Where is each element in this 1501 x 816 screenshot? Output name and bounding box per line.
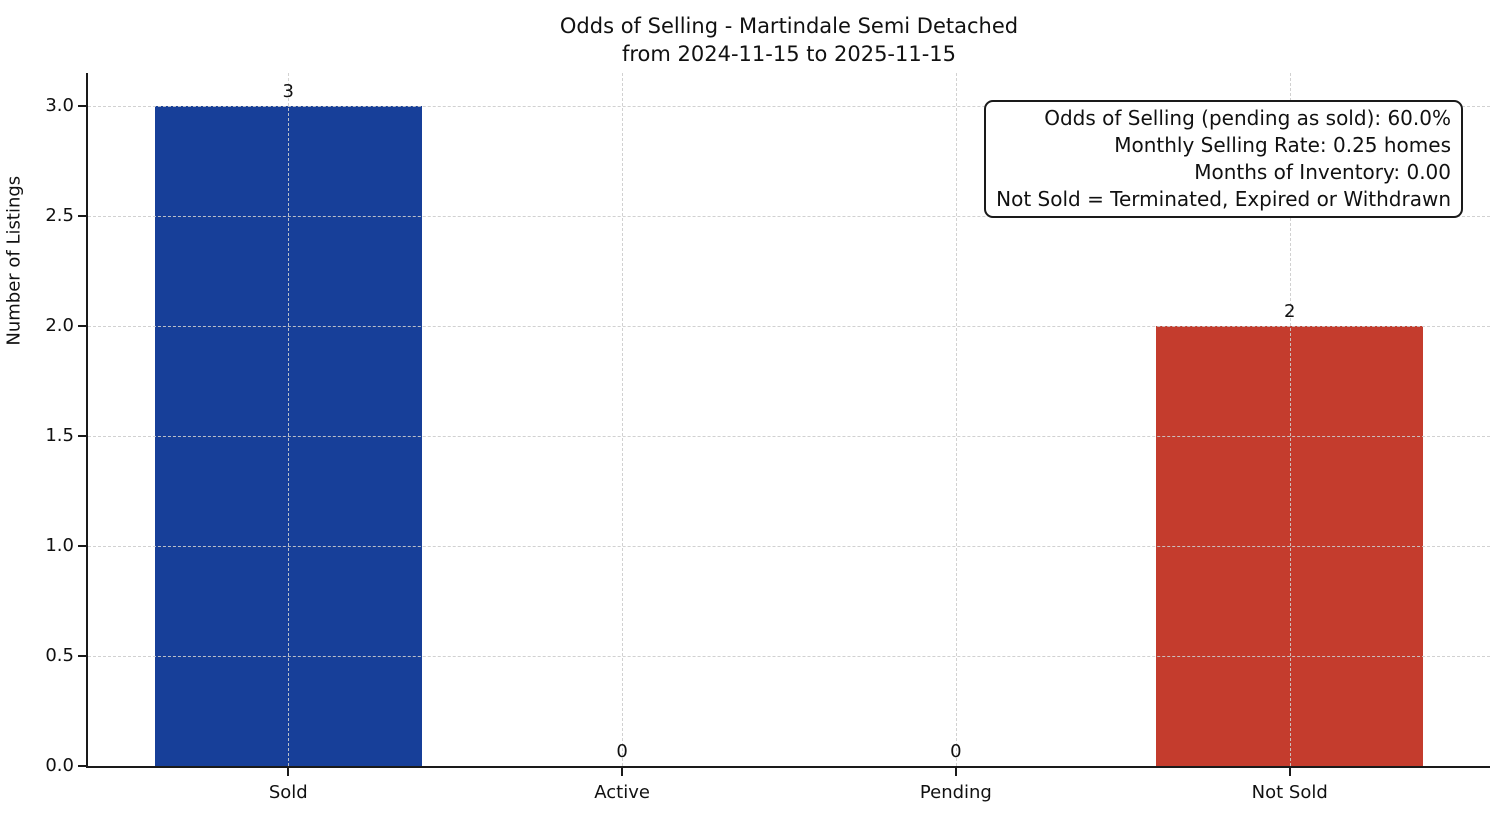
bar-value-label: 2 xyxy=(1283,301,1296,322)
x-axis-tick xyxy=(1288,768,1291,776)
gridline-vertical xyxy=(288,73,290,766)
gridline-horizontal xyxy=(88,326,1490,327)
x-tick-label: Not Sold xyxy=(1251,782,1328,803)
annotation-line-odds: Odds of Selling (pending as sold): 60.0% xyxy=(1044,106,1451,130)
y-tick-label: 2.5 xyxy=(45,205,74,226)
x-tick-label: Active xyxy=(594,782,650,803)
y-axis-tick xyxy=(78,325,86,327)
y-axis-tick xyxy=(78,545,86,547)
y-tick-label: 0.5 xyxy=(45,645,74,666)
gridline-horizontal xyxy=(88,546,1490,547)
x-axis-tick xyxy=(621,768,624,776)
gridline-vertical xyxy=(1289,73,1291,766)
y-axis-tick xyxy=(78,215,86,217)
y-tick-label: 3.0 xyxy=(45,95,74,116)
y-axis-tick xyxy=(78,105,86,107)
y-axis-tick xyxy=(78,435,86,437)
gridline-horizontal xyxy=(88,656,1490,657)
y-axis-tick xyxy=(78,765,86,767)
y-axis-tick xyxy=(78,655,86,657)
gridline-horizontal xyxy=(88,216,1490,217)
y-tick-label: 1.5 xyxy=(45,425,74,446)
x-axis-spine xyxy=(86,766,1490,768)
x-tick-label: Sold xyxy=(268,782,308,803)
annotation-line-inventory: Months of Inventory: 0.00 xyxy=(1194,160,1451,184)
chart-title: Odds of Selling - Martindale Semi Detach… xyxy=(88,12,1490,68)
x-axis-tick xyxy=(287,768,290,776)
chart-title-line1: Odds of Selling - Martindale Semi Detach… xyxy=(559,14,1019,38)
gridline-vertical xyxy=(622,73,624,766)
annotation-line-rate: Monthly Selling Rate: 0.25 homes xyxy=(1114,133,1451,157)
y-tick-label: 0.0 xyxy=(45,755,74,776)
gridline-horizontal xyxy=(88,106,1490,107)
chart-title-line2: from 2024-11-15 to 2025-11-15 xyxy=(621,42,957,66)
bar-value-label: 0 xyxy=(616,741,628,762)
annotation-line-notsold-note: Not Sold = Terminated, Expired or Withdr… xyxy=(996,187,1451,211)
x-axis-tick xyxy=(954,768,957,776)
y-axis-spine xyxy=(86,73,88,768)
x-tick-label: Pending xyxy=(919,782,992,803)
bar-value-label: 0 xyxy=(950,741,962,762)
gridline-vertical xyxy=(955,73,957,766)
y-tick-label: 2.0 xyxy=(45,315,74,336)
bar-value-label: 3 xyxy=(282,81,294,102)
gridline-horizontal xyxy=(88,436,1490,437)
annotation-box: Odds of Selling (pending as sold): 60.0%… xyxy=(984,100,1463,218)
y-tick-label: 1.0 xyxy=(45,535,74,556)
